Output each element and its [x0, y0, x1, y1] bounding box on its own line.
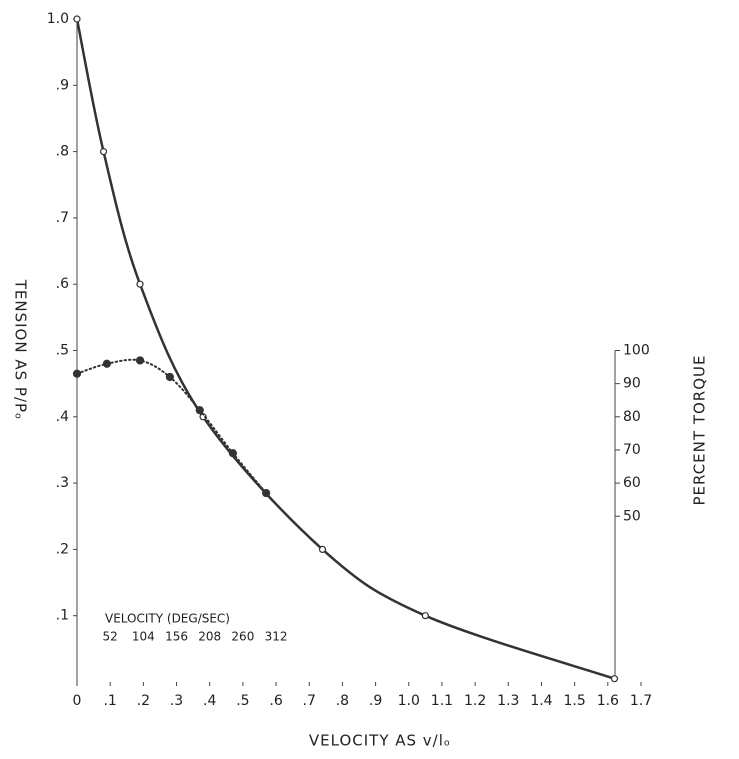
y2-tick-label: 80 — [623, 409, 641, 425]
line — [75, 17, 616, 680]
x-tick-label: .8 — [336, 693, 349, 709]
secondary-tick-label: 208 — [198, 630, 221, 644]
point — [72, 369, 82, 378]
point — [318, 545, 327, 554]
point — [195, 406, 204, 415]
y2-tick-label: 90 — [623, 376, 641, 392]
x-tick-label: .5 — [236, 693, 249, 709]
x-tick-label: .4 — [203, 693, 216, 709]
y-tick-label: .3 — [56, 475, 69, 491]
point — [102, 359, 111, 368]
y-tick-label: 1.0 — [47, 11, 69, 27]
y2-tick-label: 70 — [623, 442, 641, 458]
point — [136, 280, 144, 288]
y-tick-label: .8 — [56, 144, 69, 160]
y-tick-label: .1 — [56, 608, 69, 624]
point — [421, 612, 429, 620]
x-tick-label: 1.0 — [398, 693, 420, 709]
y2-tick-label: 100 — [623, 343, 650, 359]
x-axis-label: VELOCITY AS v/lₒ — [309, 732, 451, 750]
x-tick-label: .9 — [369, 693, 382, 709]
point — [135, 356, 145, 365]
y2-tick-label: 50 — [623, 508, 641, 524]
y-tick-label: .9 — [56, 77, 69, 93]
x-tick-label: .3 — [170, 693, 183, 709]
x-tick-label: .6 — [269, 693, 282, 709]
secondary-tick-label: 104 — [132, 630, 155, 644]
x-tick-label: 1.4 — [530, 693, 552, 709]
secondary-tick-label: 260 — [231, 630, 254, 644]
y2-axis-label: PERCENT TORQUE — [691, 355, 709, 506]
x-tick-label: .1 — [103, 693, 116, 709]
point — [610, 675, 619, 683]
y-tick-label: .7 — [56, 210, 69, 226]
x-tick-label: 1.3 — [497, 693, 519, 709]
y2-tick-label: 60 — [623, 475, 641, 491]
x-tick-label: .7 — [303, 693, 316, 709]
secondary-tick-label: 312 — [265, 630, 288, 644]
point — [73, 15, 81, 23]
x-tick-label: 1.7 — [630, 693, 652, 709]
point — [99, 148, 108, 156]
y-axis-label: TENSION AS P/Pₒ — [12, 279, 30, 421]
secondary-tick-label: 52 — [103, 630, 118, 644]
point — [262, 488, 271, 498]
x-tick-label: 1.2 — [464, 693, 486, 709]
x-tick-label: .2 — [137, 693, 150, 709]
y-tick-label: .6 — [56, 276, 69, 292]
annotation: VELOCITY (DEG/SEC) — [105, 612, 230, 626]
point — [165, 372, 174, 382]
y-tick-label: .5 — [56, 343, 69, 359]
x-tick-label: 1.6 — [597, 693, 619, 709]
x-tick-label: 1.5 — [564, 693, 586, 709]
point — [228, 449, 238, 458]
y-tick-label: .4 — [56, 409, 69, 425]
x-tick-label: 0 — [73, 693, 82, 709]
y-tick-label: .2 — [56, 541, 69, 557]
secondary-tick-label: 156 — [165, 630, 188, 644]
x-tick-label: 1.1 — [431, 693, 453, 709]
